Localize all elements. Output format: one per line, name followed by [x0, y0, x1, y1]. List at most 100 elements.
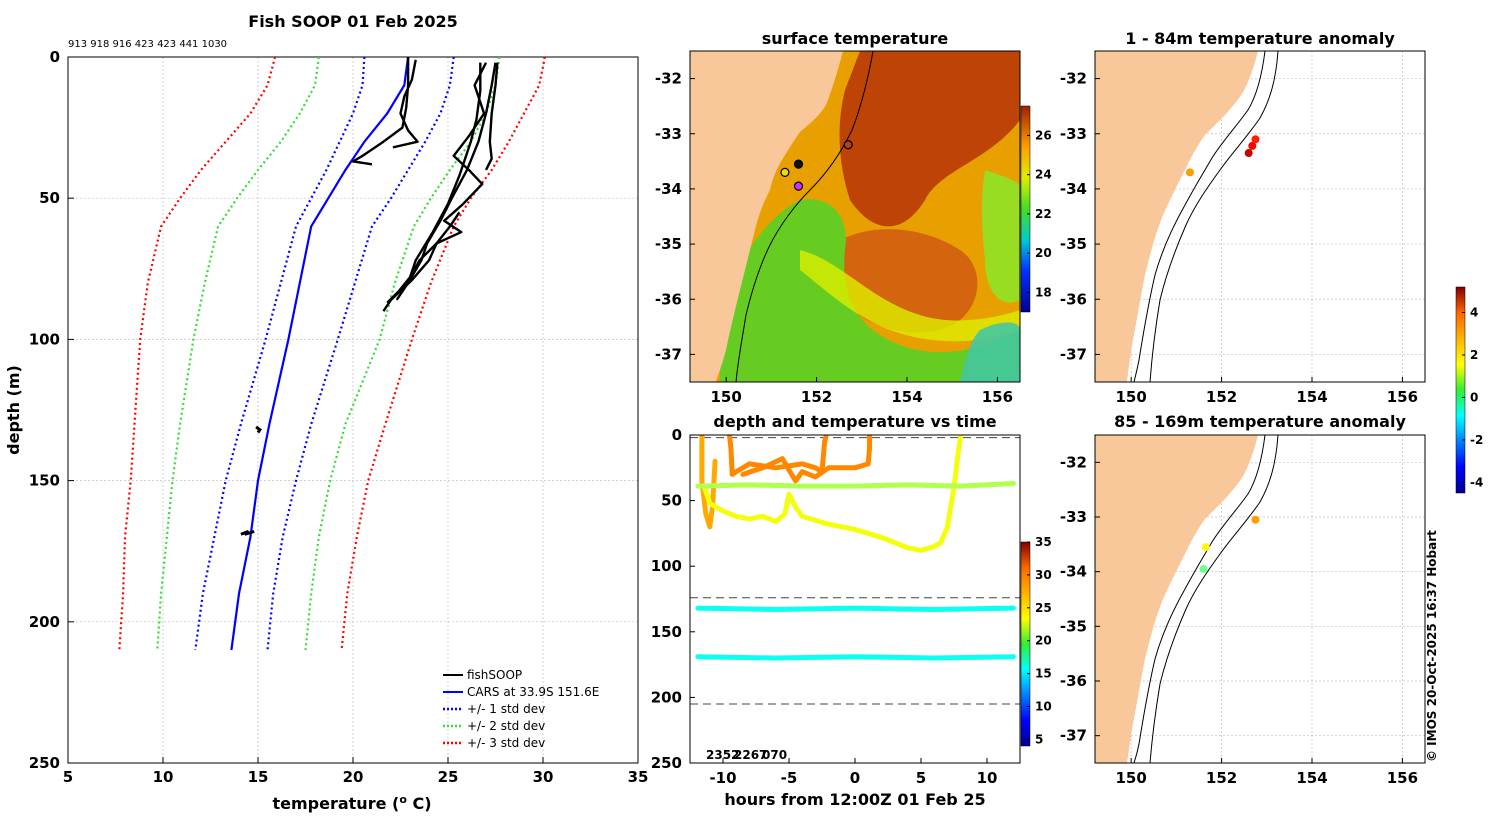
sst-cool-inshore	[720, 199, 1020, 382]
timeseries-cb-tick: 15	[1035, 667, 1052, 681]
anomaly-deep-xtick: 152	[1206, 769, 1237, 787]
profile-ytick: 200	[29, 613, 60, 631]
sst-ytick: -37	[655, 345, 682, 363]
profile-series-3	[156, 57, 320, 651]
sst-xtick: 150	[711, 388, 742, 406]
timeseries-ytick: 150	[651, 623, 682, 641]
timeseries-ytick: 250	[651, 754, 682, 772]
profile-lines	[118, 57, 546, 651]
sst-title: surface temperature	[762, 29, 949, 48]
anomaly-shallow-point-1	[1244, 149, 1253, 158]
profile-legend: fishSOOP CARS at 33.9S 151.6E +/- 1 std …	[443, 668, 599, 750]
timeseries-track-4	[695, 481, 1016, 489]
profile-ytick: 50	[39, 189, 60, 207]
profile-xtick: 10	[153, 768, 174, 786]
timeseries-bottom-label-2: 2267	[734, 748, 767, 762]
anomaly-shallow-point-2	[1248, 141, 1257, 150]
sst-cold-patch	[960, 322, 1020, 382]
timeseries-title: depth and temperature vs time	[713, 412, 996, 431]
timeseries-track-2	[740, 435, 873, 484]
sst-warm-core	[839, 51, 1020, 227]
sst-ytick: -33	[655, 125, 682, 143]
anomaly-deep-xtick: 150	[1116, 769, 1147, 787]
profile-xtick: 35	[628, 768, 649, 786]
sst-marker-3	[843, 140, 853, 150]
timeseries-ytick: 100	[651, 557, 682, 575]
sst-ticks: 150 152 154 156 -32 -33 -34 -35 -36 -37	[655, 70, 1013, 406]
sst-land	[690, 51, 843, 382]
anomaly-cb-tick: -4	[1470, 475, 1483, 489]
timeseries-ytick: 200	[651, 688, 682, 706]
anomaly-colorbar	[1455, 286, 1466, 494]
legend-std2: +/- 2 std dev	[467, 719, 545, 733]
sst-cb-tick: 20	[1035, 246, 1052, 260]
profile-series-6	[340, 57, 546, 651]
anomaly-deep-ytick: -34	[1060, 563, 1087, 581]
timeseries-colorbar-ticks: 35 30 25 20 15 10 5	[1027, 535, 1052, 746]
profile-ytick: 100	[29, 330, 60, 348]
timeseries-xtick: -10	[709, 769, 736, 787]
anomaly-deep-points	[1199, 515, 1260, 573]
fishsoop-profile-6	[382, 211, 461, 312]
anomaly-shallow-land	[1095, 51, 1258, 382]
anomaly-colorbar-ticks: 4 2 0 -2 -4	[1462, 305, 1483, 489]
sst-colorbar-ticks: 26 24 22 20 18	[1027, 128, 1052, 299]
timeseries-bottom-label-3: 070	[762, 748, 787, 762]
anomaly-shallow-ticks: 150 152 154 156 -32 -33 -34 -35 -36 -37	[1060, 70, 1418, 406]
timeseries-cb-tick: 25	[1035, 601, 1052, 615]
timeseries-xtick: 5	[916, 769, 926, 787]
sst-colorbar	[1020, 105, 1031, 313]
profile-xtick: 15	[248, 768, 269, 786]
anomaly-deep-panel: 85 - 169m temperature anomaly 150 152 154 1…	[1060, 412, 1426, 787]
anomaly-shallow-contour-outer	[1149, 51, 1279, 382]
sst-ytick: -34	[655, 180, 682, 198]
sst-cb-tick: 22	[1035, 207, 1052, 221]
anomaly-deep-ytick: -36	[1060, 672, 1087, 690]
profile-subtitle: 913 918 916 423 423 441 1030	[68, 39, 227, 50]
timeseries-cb-tick: 35	[1035, 535, 1052, 549]
fishsoop-profile-0	[351, 57, 410, 166]
anomaly-deep-contour-outer	[1149, 435, 1279, 763]
anomaly-deep-point-1	[1201, 543, 1210, 552]
sst-cool-east	[981, 170, 1020, 303]
anomaly-shallow-contour-inner	[1133, 51, 1266, 382]
anomaly-deep-ytick: -37	[1060, 727, 1087, 745]
sst-marker-1	[793, 159, 804, 169]
timeseries-tracks	[690, 435, 1020, 705]
anomaly-shallow-ytick: -35	[1060, 235, 1087, 253]
anomaly-deep-ytick: -35	[1060, 617, 1087, 635]
timeseries-panel: depth and temperature vs time -10 -5 0 5 100…	[651, 412, 1052, 809]
anomaly-shallow-ytick: -37	[1060, 345, 1087, 363]
anomaly-deep-ticks: 150 152 154 156 -32 -33 -34 -35 -36 -37	[1060, 453, 1418, 787]
anomaly-shallow-point-3	[1251, 135, 1260, 144]
anomaly-shallow-xtick: 154	[1296, 388, 1327, 406]
timeseries-track-1	[727, 435, 829, 477]
legend-cars: CARS at 33.9S 151.6E	[467, 685, 599, 699]
anomaly-shallow-xtick: 156	[1387, 388, 1418, 406]
anomaly-deep-ytick: -32	[1060, 453, 1087, 471]
legend-std3: +/- 3 std dev	[467, 736, 545, 750]
profile-panel: Fish SOOP 01 Feb 2025 913 918 916 423 42…	[4, 12, 648, 813]
timeseries-cb-tick: 5	[1035, 732, 1043, 746]
profile-title: Fish SOOP 01 Feb 2025	[248, 12, 457, 31]
timeseries-ytick: 0	[672, 426, 682, 444]
fishsoop-profile-2	[386, 62, 488, 304]
profile-xtick: 25	[438, 768, 459, 786]
timeseries-track-6	[695, 654, 1016, 661]
anomaly-cb-tick: 2	[1470, 348, 1478, 362]
fishsoop-profile-1	[392, 59, 419, 149]
timeseries-xlabel: hours from 12:00Z 01 Feb 25	[724, 790, 985, 809]
anomaly-shallow-panel: 1 - 84m temperature anomaly 150 152 154 156…	[1060, 29, 1426, 406]
sst-marker-0	[780, 167, 790, 177]
anomaly-shallow-ytick: -34	[1060, 180, 1087, 198]
timeseries-ytick: 50	[661, 492, 682, 510]
credit-footer: © IMOS 20-Oct-2025 16:37 Hobart	[1425, 530, 1439, 762]
sst-ytick: -35	[655, 235, 682, 253]
profile-ytick: 250	[29, 754, 60, 772]
timeseries-cb-tick: 20	[1035, 634, 1052, 648]
sst-ytick: -32	[655, 70, 682, 88]
anomaly-deep-frame	[1094, 434, 1426, 764]
profile-ticks: 5 10 15 20 25 30 35 0 50 100 150 200 250	[29, 48, 649, 786]
profile-grid	[68, 57, 638, 763]
